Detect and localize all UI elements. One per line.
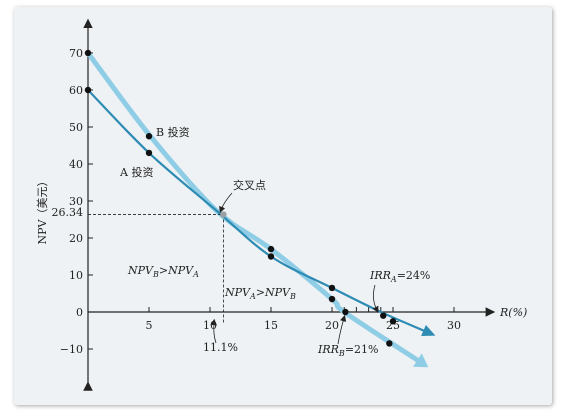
x-tick-label: 10	[203, 319, 217, 332]
crossover-x-pointer-arrow	[210, 318, 217, 344]
data-point	[84, 49, 92, 57]
irr-a-pointer-arrow	[372, 284, 379, 313]
crossover-label: 交叉点	[233, 178, 266, 192]
x-tick-label: 30	[447, 319, 461, 332]
data-point	[342, 308, 349, 316]
series-a-label: A 投资	[119, 165, 153, 179]
crossover-pointer-arrow	[219, 192, 233, 213]
crossover-point	[220, 211, 227, 218]
irr-a-label: IRRA=24%	[369, 269, 430, 284]
series-lines	[85, 50, 436, 368]
series-b-label: B 投资	[156, 125, 190, 139]
data-point	[380, 312, 387, 319]
data-point	[145, 149, 153, 157]
data-point	[267, 245, 275, 253]
series-arrowhead-b	[413, 353, 429, 368]
y-tick-label: 0	[76, 306, 83, 319]
data-point	[84, 86, 92, 94]
y-tick-label: 10	[69, 269, 83, 282]
y-tick-label: 30	[69, 195, 83, 208]
data-markers	[84, 49, 397, 347]
y-tick-label: 70	[69, 47, 83, 60]
y-tick-label: 50	[69, 121, 83, 134]
region-right-label: NPVA>NPVB	[224, 286, 296, 301]
data-point	[328, 284, 336, 292]
y-axis-label: NPV（美元）	[36, 176, 49, 245]
data-point	[145, 133, 153, 140]
crossover-guides	[88, 214, 224, 324]
axis-ticks: 5 10 15 20 25 30 −10 0 10 20 30 40 50 60 70	[60, 47, 461, 356]
data-point	[267, 253, 275, 260]
x-axis-label: R(%)	[499, 306, 527, 319]
data-point	[386, 340, 393, 347]
data-point	[389, 318, 397, 325]
crossover-x-label: 11.1%	[203, 341, 238, 354]
data-point	[328, 295, 336, 303]
x-tick-label: 15	[264, 319, 278, 332]
y-tick-label: 20	[69, 232, 83, 245]
crossover-y-label: 26.34	[52, 206, 84, 219]
y-tick-label: −10	[60, 343, 83, 356]
irr-b-pointer-arrow	[337, 314, 347, 345]
x-tick-label: 5	[146, 319, 153, 332]
region-left-label: NPVB>NPVA	[127, 264, 199, 279]
axes	[83, 18, 496, 391]
x-tick-label: 25	[386, 319, 400, 332]
y-tick-label: 60	[69, 84, 83, 97]
irr-b-label: IRRB=21%	[317, 343, 378, 358]
x-tick-label: 20	[325, 319, 339, 332]
series-line-b	[85, 50, 420, 363]
y-tick-label: 40	[69, 158, 83, 171]
series-arrowhead-a	[421, 324, 436, 337]
